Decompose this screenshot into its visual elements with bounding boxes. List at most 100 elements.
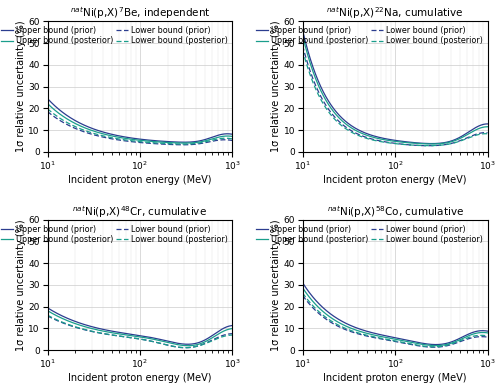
Upper bound (prior) — [388, 334, 394, 339]
Lower bound (prior) — [484, 335, 490, 339]
Y-axis label: 1σ relative uncertainty (%): 1σ relative uncertainty (%) — [16, 21, 26, 152]
Upper bound (prior) — [433, 342, 439, 347]
Lower bound (prior) — [388, 338, 394, 343]
Upper bound (prior) — [144, 334, 150, 339]
Lower bound (prior) — [154, 340, 160, 345]
Upper bound (prior) — [230, 132, 235, 137]
Upper bound (posterior) — [196, 140, 202, 144]
Upper bound (posterior) — [480, 330, 486, 335]
Lower bound (posterior) — [426, 143, 432, 148]
Upper bound (posterior) — [300, 286, 306, 290]
Upper bound (prior) — [388, 335, 394, 339]
Lower bound (prior) — [230, 138, 235, 143]
Line: Lower bound (posterior): Lower bound (posterior) — [302, 293, 488, 347]
Upper bound (posterior) — [388, 336, 394, 341]
Line: Lower bound (prior): Lower bound (prior) — [302, 46, 488, 146]
Legend: Upper bound (prior), Upper bound (posterior), Lower bound (prior), Lower bound (: Upper bound (prior), Upper bound (poster… — [256, 224, 484, 245]
Upper bound (prior) — [410, 140, 416, 145]
Lower bound (posterior) — [430, 344, 436, 349]
Lower bound (posterior) — [132, 139, 138, 144]
Lower bound (prior) — [154, 142, 160, 146]
Upper bound (posterior) — [182, 141, 188, 146]
Lower bound (posterior) — [480, 132, 486, 136]
Upper bound (posterior) — [144, 139, 150, 143]
Legend: Upper bound (prior), Upper bound (posterior), Lower bound (prior), Lower bound (: Upper bound (prior), Upper bound (poster… — [0, 25, 228, 46]
Upper bound (posterior) — [226, 134, 232, 139]
Upper bound (posterior) — [134, 137, 140, 142]
Lower bound (prior) — [484, 130, 490, 135]
Lower bound (prior) — [44, 313, 51, 318]
Lower bound (posterior) — [300, 291, 306, 295]
Upper bound (prior) — [484, 122, 490, 126]
Upper bound (prior) — [480, 328, 486, 333]
Upper bound (prior) — [196, 139, 202, 143]
Upper bound (posterior) — [154, 140, 160, 144]
Lower bound (prior) — [400, 341, 406, 345]
Upper bound (prior) — [226, 132, 232, 136]
Upper bound (posterior) — [154, 338, 160, 342]
Upper bound (posterior) — [144, 336, 150, 341]
Upper bound (posterior) — [388, 139, 394, 143]
Upper bound (posterior) — [480, 125, 486, 130]
Upper bound (posterior) — [388, 139, 394, 143]
Lower bound (posterior) — [400, 142, 406, 147]
Line: Lower bound (prior): Lower bound (prior) — [302, 295, 488, 347]
Lower bound (prior) — [425, 144, 431, 148]
Line: Lower bound (posterior): Lower bound (posterior) — [302, 50, 488, 146]
Lower bound (posterior) — [484, 334, 490, 338]
Lower bound (posterior) — [388, 141, 394, 146]
Y-axis label: 1σ relative uncertainty (%): 1σ relative uncertainty (%) — [270, 21, 280, 152]
Lower bound (posterior) — [410, 143, 416, 147]
Lower bound (posterior) — [44, 313, 51, 317]
Upper bound (prior) — [196, 340, 202, 345]
Lower bound (prior) — [230, 331, 235, 336]
Title: $^{nat}$Ni(p,X)$^{22}$Na, cumulative: $^{nat}$Ni(p,X)$^{22}$Na, cumulative — [326, 5, 464, 21]
Upper bound (prior) — [44, 96, 51, 101]
Upper bound (posterior) — [410, 340, 416, 345]
Lower bound (prior) — [226, 138, 232, 142]
Lower bound (prior) — [410, 342, 416, 347]
Lower bound (prior) — [388, 339, 394, 343]
Upper bound (posterior) — [410, 141, 416, 146]
Line: Lower bound (posterior): Lower bound (posterior) — [48, 109, 232, 144]
Title: $^{nat}$Ni(p,X)$^{48}$Cr, cumulative: $^{nat}$Ni(p,X)$^{48}$Cr, cumulative — [72, 204, 208, 220]
Lower bound (prior) — [480, 130, 486, 135]
Lower bound (posterior) — [388, 338, 394, 342]
Upper bound (prior) — [154, 139, 160, 143]
Title: $^{nat}$Ni(p,X)$^{58}$Co, cumulative: $^{nat}$Ni(p,X)$^{58}$Co, cumulative — [326, 204, 464, 220]
Lower bound (prior) — [144, 141, 150, 146]
Upper bound (posterior) — [484, 330, 490, 335]
Lower bound (posterior) — [230, 137, 235, 141]
Lower bound (prior) — [388, 140, 394, 145]
Lower bound (posterior) — [132, 336, 138, 341]
Upper bound (prior) — [388, 137, 394, 142]
Upper bound (prior) — [300, 28, 306, 33]
Upper bound (posterior) — [44, 308, 51, 313]
Lower bound (prior) — [226, 332, 232, 336]
Upper bound (prior) — [181, 140, 187, 144]
Line: Upper bound (prior): Upper bound (prior) — [48, 99, 232, 142]
Lower bound (prior) — [132, 140, 138, 144]
X-axis label: Incident proton energy (MeV): Incident proton energy (MeV) — [324, 373, 467, 383]
Upper bound (prior) — [388, 137, 394, 142]
Upper bound (posterior) — [400, 338, 406, 343]
Upper bound (prior) — [484, 329, 490, 334]
Upper bound (posterior) — [452, 340, 458, 344]
Line: Upper bound (posterior): Upper bound (posterior) — [48, 104, 232, 143]
Upper bound (prior) — [400, 139, 406, 144]
Upper bound (prior) — [480, 122, 486, 127]
Upper bound (prior) — [144, 138, 150, 142]
Upper bound (prior) — [184, 342, 190, 347]
Upper bound (posterior) — [196, 342, 202, 346]
Line: Upper bound (prior): Upper bound (prior) — [302, 31, 488, 144]
Upper bound (posterior) — [44, 101, 51, 106]
Upper bound (prior) — [226, 324, 232, 329]
Lower bound (posterior) — [180, 142, 186, 146]
Lower bound (prior) — [132, 336, 138, 341]
Upper bound (prior) — [410, 339, 416, 344]
Upper bound (posterior) — [132, 137, 138, 142]
Lower bound (prior) — [196, 343, 202, 348]
Lower bound (posterior) — [452, 140, 458, 145]
Legend: Upper bound (prior), Upper bound (posterior), Lower bound (prior), Lower bound (: Upper bound (prior), Upper bound (poster… — [256, 25, 484, 46]
Upper bound (posterior) — [226, 327, 232, 332]
